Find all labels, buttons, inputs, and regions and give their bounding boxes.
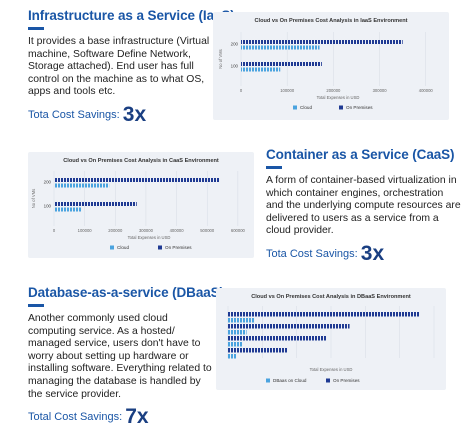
caas-chart: Cloud vs On Premises Cost Analysis in Ca…	[28, 152, 254, 258]
heading-underline	[266, 166, 282, 169]
legend-label: On Premises	[333, 378, 360, 383]
bar-on-premises	[228, 312, 420, 317]
bar-on-premises	[54, 178, 220, 182]
bar-on-premises	[54, 202, 137, 206]
iaas-section: Infrastructure as a Service (IaaS) It pr…	[28, 8, 235, 127]
heading-underline	[28, 304, 44, 307]
legend-label: Cloud	[117, 245, 129, 250]
section-description: A form of container-based virtualization…	[266, 175, 461, 237]
chart-title: Cloud vs On Premises Cost Analysis in Ia…	[254, 18, 407, 24]
bar-cloud	[241, 67, 281, 72]
bar-cloud	[228, 342, 243, 347]
legend-label: DBaas on Cloud	[273, 378, 307, 383]
savings-label: Total Cost Savings:	[28, 411, 123, 424]
bar-cloud	[228, 318, 255, 323]
savings-line: Tota Cost Savings: 3x	[28, 103, 213, 127]
iaas-chart-svg: Cloud vs On Premises Cost Analysis in Ia…	[218, 18, 434, 110]
x-tick-label: 300000	[139, 228, 154, 233]
legend-label: On Premises	[346, 105, 373, 110]
bar-on-premises	[228, 336, 327, 341]
legend-swatch-on-premises	[158, 245, 162, 250]
dbaas-chart-svg: Cloud vs On Premises Cost Analysis in DB…	[227, 294, 435, 383]
caas-chart-svg: Cloud vs On Premises Cost Analysis in Ca…	[31, 158, 246, 250]
legend-swatch-on-premises	[326, 378, 330, 383]
section-description: It provides a base infrastructure (Virtu…	[28, 36, 210, 98]
legend-swatch-cloud	[266, 378, 270, 383]
bar-on-premises	[241, 40, 403, 44]
dbaas-section: Database-as-a-service (DBaaS) Another co…	[28, 285, 224, 429]
legend-label: On Premises	[165, 245, 192, 250]
heading-underline	[28, 27, 44, 30]
bar-cloud	[228, 354, 237, 359]
legend-label: Cloud	[300, 105, 312, 110]
legend-swatch-cloud	[293, 105, 297, 110]
savings-label: Tota Cost Savings:	[28, 108, 120, 121]
section-heading: Database-as-a-service (DBaaS)	[28, 285, 224, 300]
savings-label: Tota Cost Savings:	[266, 247, 358, 260]
x-tick-label: 600000	[231, 228, 246, 233]
chart-title: Cloud vs On Premises Cost Analysis in Ca…	[63, 158, 219, 164]
caas-section: Container as a Service (CaaS) A form of …	[266, 147, 461, 266]
bar-cloud	[54, 183, 110, 188]
y-tick-label: 200	[231, 42, 239, 47]
bar-on-premises	[228, 348, 288, 353]
bar-cloud	[54, 207, 82, 212]
savings-line: Tota Cost Savings: 3x	[266, 242, 461, 266]
dbaas-chart: Cloud vs On Premises Cost Analysis in DB…	[216, 288, 446, 390]
savings-value: 7x	[125, 405, 149, 429]
x-tick-label: 100000	[78, 228, 93, 233]
x-tick-label: 0	[53, 228, 56, 233]
x-tick-label: 400000	[170, 228, 185, 233]
savings-value: 3x	[360, 241, 385, 265]
bar-cloud	[241, 45, 320, 50]
x-tick-label: 100000	[280, 88, 295, 93]
section-heading: Container as a Service (CaaS)	[266, 147, 455, 162]
bar-on-premises	[241, 62, 322, 66]
chart-title: Cloud vs On Premises Cost Analysis in DB…	[251, 294, 411, 300]
x-tick-label: 0	[240, 88, 243, 93]
x-tick-label: 200000	[326, 88, 341, 93]
y-axis-label: No of VMs	[218, 49, 223, 69]
y-tick-label: 100	[44, 204, 52, 209]
y-axis-label: No of VMs	[31, 189, 36, 209]
x-axis-label: Total Expenses in USD	[310, 367, 353, 372]
section-heading: Infrastructure as a Service (IaaS)	[28, 8, 235, 23]
savings-value: 3x	[122, 102, 147, 126]
x-tick-label: 200000	[108, 228, 123, 233]
section-description: Another commonly used cloud computing se…	[28, 313, 212, 400]
y-tick-label: 200	[44, 180, 52, 185]
x-axis-label: Total Expenses in USD	[317, 95, 360, 100]
legend-swatch-cloud	[110, 245, 114, 250]
iaas-chart: Cloud vs On Premises Cost Analysis in Ia…	[213, 12, 449, 120]
x-axis-label: Total Expenses in USD	[128, 235, 171, 240]
x-tick-label: 400000	[419, 88, 434, 93]
bar-on-premises	[228, 324, 350, 329]
y-tick-label: 100	[231, 64, 239, 69]
x-tick-label: 500000	[200, 228, 215, 233]
x-tick-label: 300000	[373, 88, 388, 93]
legend-swatch-on-premises	[339, 105, 343, 110]
savings-line: Total Cost Savings: 7x	[28, 405, 214, 429]
bar-cloud	[228, 330, 247, 335]
